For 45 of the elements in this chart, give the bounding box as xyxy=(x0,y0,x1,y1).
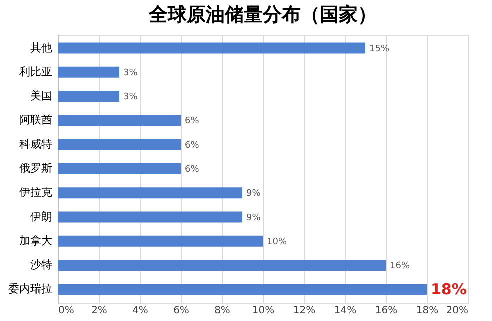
data-label: 6% xyxy=(185,116,200,127)
x-tick-label: 12% xyxy=(293,306,316,316)
bar xyxy=(58,66,120,78)
bar xyxy=(58,284,427,296)
y-tick-label: 俄罗斯 xyxy=(20,162,52,175)
bar xyxy=(58,42,366,54)
annotation: 18% xyxy=(431,280,467,299)
y-tick-label: 沙特 xyxy=(30,258,52,272)
x-tick-label: 16% xyxy=(375,306,398,316)
bar xyxy=(58,139,181,150)
data-label: 10% xyxy=(267,237,288,248)
bar xyxy=(58,188,242,199)
bar xyxy=(58,115,181,126)
data-label: 3% xyxy=(124,68,138,78)
y-tick-label: 利比亚 xyxy=(20,65,52,78)
bar xyxy=(58,236,263,247)
x-tick-label: 20% xyxy=(446,306,468,316)
y-tick-label: 伊拉克 xyxy=(20,186,52,200)
y-tick-label: 加拿大 xyxy=(20,234,52,248)
chart-title: 全球原油储量分布（国家） xyxy=(148,4,377,26)
bar xyxy=(58,212,242,223)
data-label: 15% xyxy=(370,44,390,54)
data-label: 6% xyxy=(185,140,200,151)
x-tick-label: 2% xyxy=(92,306,108,316)
x-tick-label: 14% xyxy=(334,306,357,316)
x-tick-label: 18% xyxy=(416,306,439,316)
x-tick-label: 0% xyxy=(58,306,74,316)
data-label: 3% xyxy=(124,92,138,103)
bar xyxy=(58,164,181,174)
data-label: 9% xyxy=(246,213,262,224)
y-tick-label: 伊朗 xyxy=(30,210,52,224)
y-tick-label: 美国 xyxy=(30,90,52,103)
x-tick-label: 8% xyxy=(214,306,230,316)
data-label: 6% xyxy=(185,165,200,175)
data-label: 16% xyxy=(390,262,410,272)
x-tick-label: 4% xyxy=(132,306,148,316)
bar xyxy=(58,260,386,272)
x-tick-label: 6% xyxy=(174,306,190,316)
x-tick-label: 10% xyxy=(252,306,275,316)
y-tick-label: 其他 xyxy=(30,41,52,54)
y-tick-label: 委内瑞拉 xyxy=(8,282,52,296)
data-label: 9% xyxy=(246,189,262,200)
y-tick-label: 阿联酋 xyxy=(20,114,52,127)
y-tick-label: 科威特 xyxy=(20,138,52,151)
bar xyxy=(58,91,120,102)
